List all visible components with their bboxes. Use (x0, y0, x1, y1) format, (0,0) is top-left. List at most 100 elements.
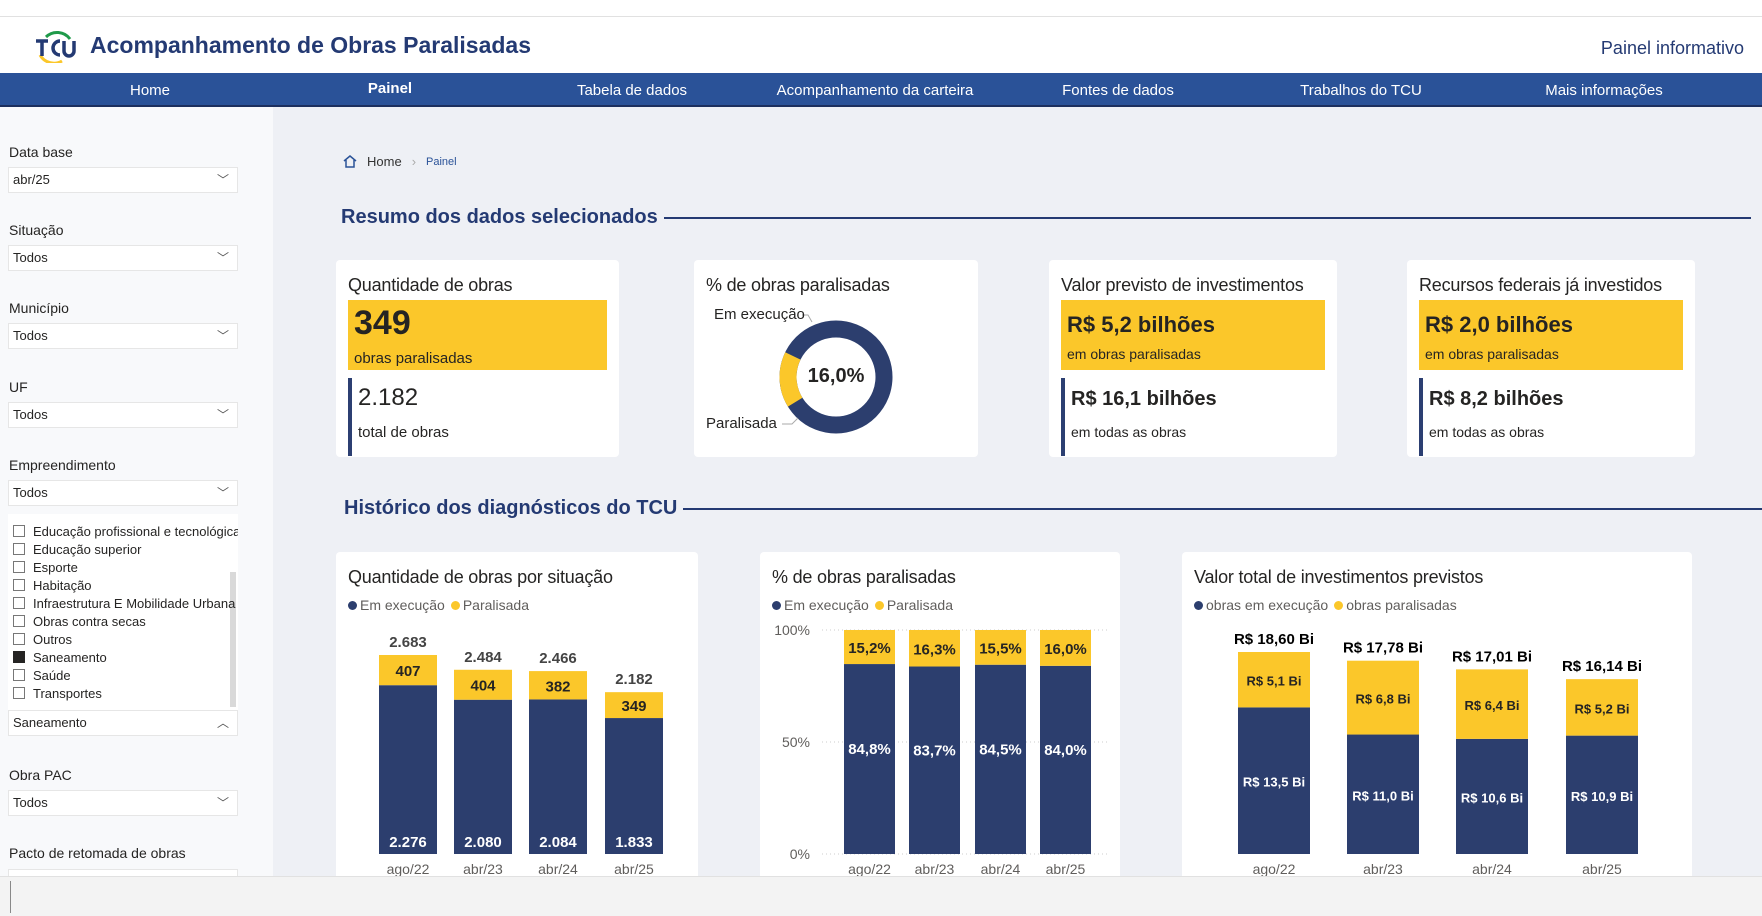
bar-segment-paralisada[interactable] (975, 630, 1026, 665)
bar-segment-paralisada[interactable] (1456, 669, 1528, 739)
total-label: 2.182 (615, 671, 653, 688)
page-nav-handle[interactable] (10, 881, 11, 913)
option-item[interactable]: Habitação (13, 577, 92, 595)
legend-item[interactable]: Em execução (348, 597, 445, 613)
data-label: 2.276 (389, 834, 427, 851)
empreendimento-select[interactable]: Saneamento ︿ (8, 710, 238, 736)
nav-item[interactable]: Mais informações (1545, 82, 1663, 99)
nav-item[interactable]: Tabela de dados (576, 82, 688, 99)
bar-segment-execucao[interactable] (605, 718, 663, 854)
painel-informativo-link[interactable]: Painel informativo (1600, 38, 1744, 58)
highlight-box: 349 obras paralisadas (348, 300, 607, 370)
bar-segment-paralisada[interactable] (844, 630, 895, 665)
legend-item[interactable]: Paralisada (874, 597, 953, 613)
card-valor-previsto: Valor previsto de investimentos R$ 5,2 b… (1049, 260, 1337, 457)
x-tick-label: abr/24 (1472, 861, 1512, 877)
main-content: Home › Painel Resumo dos dados seleciona… (273, 107, 1762, 892)
card-title: % de obras paralisadas (706, 275, 890, 295)
option-item[interactable]: Esporte (13, 559, 78, 577)
data-label: 16,0% (1044, 641, 1087, 658)
donut-label-par: Paralisada (706, 415, 777, 432)
filter-select[interactable]: Todos ﹀ (8, 480, 238, 506)
legend-dot-icon (1194, 601, 1203, 610)
checkbox[interactable] (13, 651, 25, 663)
filter-select[interactable]: Todos ﹀ (8, 402, 238, 428)
bar-segment-paralisada[interactable] (1238, 652, 1310, 708)
x-tick-label: abr/23 (915, 861, 955, 877)
checkbox[interactable] (13, 687, 25, 699)
bar-segment-execucao[interactable] (844, 664, 895, 854)
bar-segment-paralisada[interactable] (1566, 679, 1638, 736)
card-percent-paralisadas: % de obras paralisadas Em execução Paral… (694, 260, 978, 457)
option-item[interactable]: Educação superior (13, 541, 141, 559)
data-label: 15,5% (979, 640, 1022, 657)
bar-segment-paralisada[interactable] (529, 671, 587, 700)
legend-item[interactable]: Paralisada (450, 597, 529, 613)
bar-segment-execucao[interactable] (1040, 665, 1091, 854)
option-item[interactable]: Saúde (13, 667, 71, 685)
checkbox[interactable] (13, 633, 25, 645)
list-scrollbar[interactable] (230, 572, 236, 707)
data-label: R$ 10,6 Bi (1461, 790, 1523, 805)
checkbox[interactable] (13, 525, 25, 537)
option-item[interactable]: Infraestrutura E Mobilidade Urbana (13, 595, 235, 613)
bar-segment-paralisada[interactable] (1040, 630, 1091, 666)
select-value: Todos (13, 485, 48, 500)
total-box: R$ 16,1 bilhões em todas as obras (1061, 378, 1217, 456)
option-item[interactable]: Educação profissional e tecnológica (13, 523, 238, 541)
bar-segment-paralisada[interactable] (379, 655, 437, 686)
total-count: 2.182 (358, 384, 419, 411)
chart-card-percent: % de obras paralisadas Em execução Paralis… (760, 552, 1120, 892)
nav-item[interactable]: Trabalhos do TCU (1300, 82, 1422, 99)
bar-segment-paralisada[interactable] (1347, 660, 1419, 735)
bar-segment-paralisada[interactable] (454, 669, 512, 700)
bar-segment-execucao[interactable] (909, 666, 960, 854)
filter-select[interactable]: Todos ﹀ (8, 245, 238, 271)
filter-select[interactable]: abr/25 ﹀ (8, 167, 238, 193)
checkbox[interactable] (13, 669, 25, 681)
nav-item[interactable]: Home (129, 82, 170, 99)
option-item[interactable]: Obras contra secas (13, 613, 146, 631)
home-icon[interactable] (343, 155, 357, 168)
bar-segment-execucao[interactable] (529, 699, 587, 854)
bar-segment-execucao[interactable] (1566, 735, 1638, 854)
data-label: R$ 10,9 Bi (1571, 789, 1633, 804)
option-item[interactable]: Outros (13, 631, 72, 649)
recursos-paralisadas-label: em obras paralisadas (1425, 346, 1559, 362)
legend-item[interactable]: obras paralisadas (1334, 597, 1457, 613)
option-label: Esporte (33, 560, 78, 575)
nav-item[interactable]: Fontes de dados (1062, 82, 1174, 99)
legend-label: Paralisada (886, 597, 953, 613)
data-label: 2.080 (464, 834, 502, 851)
valor-paralisadas: R$ 5,2 bilhões (1067, 312, 1215, 337)
legend-item[interactable]: obras em execução (1194, 597, 1328, 613)
highlight-box: R$ 2,0 bilhões em obras paralisadas (1419, 300, 1683, 370)
bar-segment-execucao[interactable] (1238, 707, 1310, 854)
breadcrumb-home[interactable]: Home (367, 154, 402, 169)
checkbox[interactable] (13, 579, 25, 591)
option-item[interactable]: Saneamento (13, 649, 107, 667)
total-label: R$ 16,14 Bi (1562, 658, 1642, 675)
select-value: Todos (13, 250, 48, 265)
bar-segment-execucao[interactable] (454, 699, 512, 854)
checkbox[interactable] (13, 543, 25, 555)
checkbox[interactable] (13, 561, 25, 573)
checkbox[interactable] (13, 597, 25, 609)
filter-select[interactable]: Todos ﹀ (8, 323, 238, 349)
bar-segment-paralisada[interactable] (605, 692, 663, 719)
obra-pac-select[interactable]: Todos ﹀ (8, 790, 238, 816)
bar-segment-paralisada[interactable] (909, 630, 960, 667)
bar-segment-execucao[interactable] (1456, 738, 1528, 854)
data-label: R$ 5,2 Bi (1575, 701, 1630, 716)
bar-segment-execucao[interactable] (1347, 734, 1419, 854)
nav-item[interactable]: Painel (367, 80, 413, 97)
legend-item[interactable]: Em execução (772, 597, 869, 613)
bar-segment-execucao[interactable] (975, 664, 1026, 854)
option-item[interactable]: Transportes (13, 685, 102, 703)
bar-segment-execucao[interactable] (379, 685, 437, 854)
nav-item[interactable]: Acompanhamento da carteira (776, 82, 974, 99)
checkbox[interactable] (13, 615, 25, 627)
chevron-down-icon: ﹀ (216, 486, 229, 500)
x-tick-label: ago/22 (848, 861, 891, 877)
option-label: Outros (33, 632, 73, 647)
